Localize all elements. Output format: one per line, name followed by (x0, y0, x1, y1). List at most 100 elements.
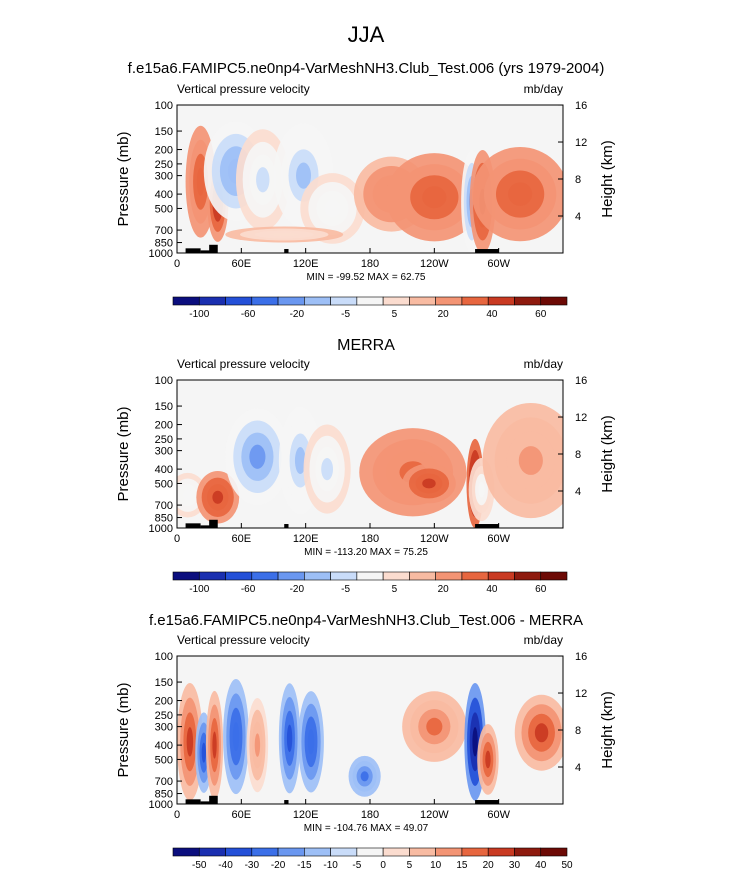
y2-axis-title: Height (km) (599, 691, 616, 769)
terrain (209, 244, 218, 253)
colorbar-label: 30 (509, 860, 521, 871)
colorbar-box (304, 847, 331, 857)
y-tick-label: 250 (155, 710, 173, 722)
colorbar-label: -20 (271, 860, 286, 871)
colorbar-label: -100 (189, 309, 209, 320)
colorbar-label: -30 (245, 860, 260, 871)
y2-tick-label: 8 (575, 174, 581, 186)
contour-blob (232, 722, 240, 751)
y-tick-label: 250 (155, 434, 173, 446)
terrain (475, 800, 499, 804)
panel-2: MERRA Vertical pressure velocity mb/day 100… (115, 337, 616, 595)
colorbar-box (435, 847, 463, 857)
contour-blob (286, 724, 293, 753)
terrain (209, 795, 218, 804)
variable-label: Vertical pressure velocity (177, 82, 310, 96)
terrain (475, 524, 499, 528)
colorbar-label: -5 (352, 860, 361, 871)
units-label: mb/day (524, 357, 563, 371)
terrain (200, 801, 214, 804)
colorbar-box (225, 571, 253, 581)
variable-label: Vertical pressure velocity (177, 357, 310, 371)
colorbar-box (514, 296, 542, 306)
min-max-stats: MIN = -113.20 MAX = 75.25 (304, 547, 428, 558)
colorbar-label: 5 (392, 309, 398, 320)
y2-tick-label: 8 (575, 449, 581, 461)
colorbar-label: 40 (486, 584, 498, 595)
colorbar-box (409, 847, 436, 857)
colorbar-label: 20 (483, 860, 495, 871)
x-tick-label: 120W (420, 258, 449, 270)
x-tick-label: 120E (293, 258, 319, 270)
colorbar-box (198, 571, 226, 581)
terrain (284, 524, 289, 528)
colorbar-box (514, 847, 542, 857)
colorbar-box (409, 296, 436, 306)
contour-blob (508, 182, 533, 206)
contour-blob (269, 232, 299, 237)
y-tick-label: 150 (155, 126, 173, 138)
panel-title: MERRA (337, 337, 395, 354)
colorbar-label: 40 (535, 860, 547, 871)
colorbar-box (487, 296, 515, 306)
y-tick-label: 100 (155, 375, 173, 387)
contour-blob (360, 771, 369, 782)
terrain (200, 525, 214, 528)
contour-blob (534, 723, 549, 743)
colorbar-box (514, 571, 542, 581)
y2-tick-label: 4 (575, 211, 581, 223)
terrain (209, 519, 218, 528)
terrain (185, 799, 201, 804)
y2-tick-label: 12 (575, 137, 587, 149)
y-tick-label: 250 (155, 159, 173, 171)
colorbar-box (251, 296, 279, 306)
colorbar-box (487, 571, 515, 581)
colorbar-label: -20 (290, 584, 305, 595)
y-tick-label: 1000 (149, 523, 173, 535)
x-tick-label: 60W (487, 533, 510, 545)
x-tick-label: 180 (361, 258, 379, 270)
contour-blob (249, 444, 266, 469)
y2-tick-label: 16 (575, 651, 587, 663)
contour-blob (212, 490, 224, 504)
contour-blob (186, 727, 194, 757)
contour-blob (485, 750, 491, 769)
colorbar-label: 0 (380, 860, 386, 871)
colorbar-label: 50 (561, 860, 573, 871)
x-tick-label: 120W (420, 533, 449, 545)
variable-label: Vertical pressure velocity (177, 633, 310, 647)
x-tick-label: 120E (293, 809, 319, 821)
colorbar-box (461, 571, 489, 581)
y-axis-title: Pressure (mb) (115, 406, 132, 501)
y2-tick-label: 4 (575, 486, 581, 498)
y-axis-title: Pressure (mb) (115, 131, 132, 226)
y2-tick-label: 8 (575, 725, 581, 737)
terrain (284, 800, 289, 804)
colorbar-box (172, 296, 200, 306)
colorbar-box (330, 571, 358, 581)
colorbar-label: -60 (241, 584, 256, 595)
colorbar-box (172, 571, 200, 581)
colorbar-label: 5 (392, 584, 398, 595)
contour-blob (307, 729, 315, 755)
terrain (185, 248, 201, 253)
colorbar-box (251, 571, 279, 581)
y-tick-label: 300 (155, 446, 173, 458)
colorbar-box (382, 847, 410, 857)
colorbar-box (356, 571, 384, 581)
colorbar-box (251, 847, 279, 857)
contour-blob (426, 717, 443, 736)
contour-blob (518, 446, 543, 475)
colorbar-box (461, 296, 489, 306)
x-tick-label: 60E (232, 809, 252, 821)
x-tick-label: 180 (361, 533, 379, 545)
page-title: JJA (348, 22, 385, 47)
panel-3: f.e15a6.FAMIPC5.ne0np4-VarMeshNH3.Club_T… (115, 612, 616, 871)
contour-blob (324, 199, 341, 218)
y-tick-label: 850 (155, 513, 173, 525)
contour-blob (212, 731, 217, 759)
y-tick-label: 100 (155, 651, 173, 663)
y-tick-label: 500 (155, 203, 173, 215)
y2-tick-label: 16 (575, 375, 587, 387)
colorbar-label: -10 (323, 860, 338, 871)
